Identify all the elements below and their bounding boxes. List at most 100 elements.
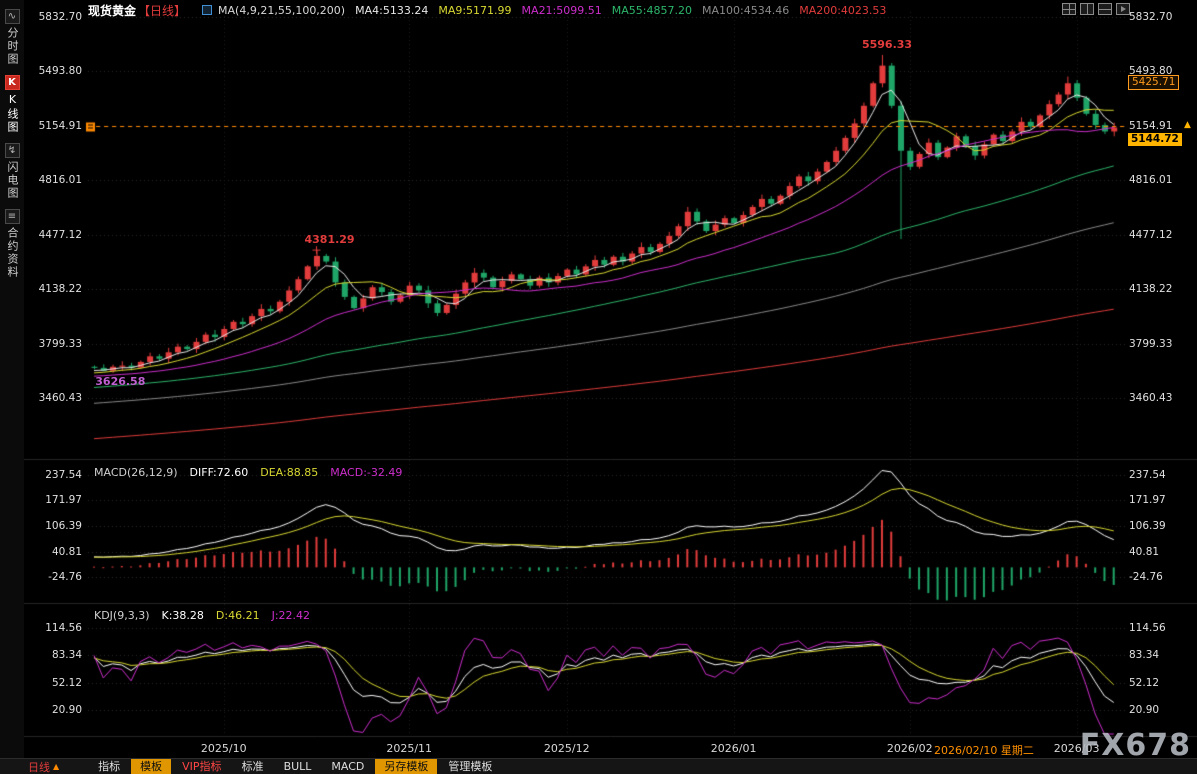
ma-legend-entry-0: MA4:5133.24 (355, 3, 429, 17)
price-axis-label-left: 3799.33 (38, 337, 82, 350)
price-axis-label-left: 4138.22 (38, 283, 82, 296)
annotation-oct-high: 4381.29 (304, 233, 355, 247)
kdj-header-part-1: K:38.28 (161, 609, 204, 622)
date-axis-label: 2026/02 (886, 742, 933, 755)
toolbar-tabs: 指标 模板 VIP指标 标准 BULL MACD 另存模板 管理模板 (89, 759, 501, 774)
tab-templates[interactable]: 模板 (131, 759, 172, 774)
layout-vsplit-icon[interactable] (1080, 3, 1094, 15)
date-axis-label: 2025/10 (200, 742, 247, 755)
kdj-axis-label-left: 20.90 (51, 704, 82, 716)
date-axis-label: 2026/02/10 星期二 (933, 744, 1034, 757)
macd-axis-label-right: 171.97 (1129, 494, 1166, 507)
collapse-panel-icon[interactable] (1116, 3, 1130, 15)
layout-grid-icon[interactable] (1062, 3, 1076, 15)
macd-header-part-3: MACD:-32.49 (330, 466, 403, 479)
period-selector-label: 日线 (28, 760, 50, 774)
price-axis-label-right: 4138.22 (1129, 283, 1173, 296)
sidebar-item-label: K线图 (6, 93, 19, 134)
macd-axis-label-right: -24.76 (1129, 571, 1163, 583)
window-controls (1062, 3, 1130, 15)
ma-legend-entry-4: MA100:4534.46 (701, 3, 790, 17)
ma-legend-entry-1: MA9:5171.99 (438, 3, 512, 17)
price-axis-label-right: 3460.43 (1129, 392, 1173, 404)
ma-legend-entry-2: MA21:5099.51 (521, 3, 602, 17)
kline-chart-icon: K (4, 75, 20, 90)
macd-header-part-1: DIFF:72.60 (189, 466, 249, 479)
price-axis-label-left: 3460.43 (38, 392, 82, 404)
sidebar-item-label: 闪电图 (6, 161, 19, 200)
bottom-toolbar: 日线 ▲ 指标 模板 VIP指标 标准 BULL MACD 另存模板 管理模板 (0, 758, 1197, 774)
kdj-axis-label-right: 83.34 (1129, 649, 1160, 662)
macd-axis-label-left: 106.39 (45, 520, 82, 532)
kdj-axis-label-left: 114.56 (45, 622, 82, 634)
tab-standard[interactable]: 标准 (241, 760, 264, 773)
price-direction-arrow: ▲ (1184, 119, 1191, 130)
price-axis-label-left: 5832.70 (38, 11, 82, 23)
price-axis-label-right: 3799.33 (1129, 337, 1173, 350)
sidebar-item-label: 合约资料 (6, 227, 19, 279)
date-axis-label: 2026/01 (710, 742, 757, 755)
sidebar-item-timeshare-chart[interactable]: ∿ 分时图 (0, 9, 24, 66)
ma-legend-entry-3: MA55:4857.20 (611, 3, 692, 17)
watermark: FX678 (1079, 728, 1191, 763)
tab-save-template[interactable]: 另存模板 (375, 759, 438, 774)
period-selector-arrow-icon: ▲ (53, 762, 60, 771)
kdj-header-part-0: KDJ(9,3,3) (94, 609, 150, 622)
macd-axis-label-right: 106.39 (1129, 520, 1166, 532)
contract-info-icon: ≡ (4, 209, 20, 224)
macd-axis-label-left: 171.97 (45, 494, 82, 507)
kdj-header-part-3: J:22.42 (271, 609, 311, 622)
sidebar-item-kline-chart[interactable]: K K线图 (0, 75, 24, 134)
macd-axis-label-right: 237.54 (1129, 469, 1166, 481)
tab-bull[interactable]: BULL (283, 760, 312, 773)
ma-legend: MA(4,9,21,55,100,200) MA4:5133.24 MA9:5171… (218, 4, 886, 17)
macd-header-part-2: DEA:88.85 (260, 466, 319, 479)
sidebar-item-contract-info[interactable]: ≡ 合约资料 (0, 209, 24, 279)
top-bar: 现货黄金 【日线】 MA(4,9,21,55,100,200) MA4:5133.… (24, 2, 1197, 18)
kdj-axis-label-left: 52.12 (51, 676, 82, 689)
ma-legend-entry-5: MA200:4023.53 (799, 3, 887, 17)
timeshare-chart-icon: ∿ (4, 9, 20, 24)
tab-manage-templates[interactable]: 管理模板 (448, 760, 493, 773)
price-axis-label-left: 4477.12 (38, 228, 82, 241)
layout-hsplit-icon[interactable] (1098, 3, 1112, 15)
macd-axis-label-left: -24.76 (48, 571, 82, 583)
ma-indicator-icon (202, 5, 213, 15)
annotation-peak-high: 5596.33 (861, 37, 913, 51)
macd-axis-label-left: 237.54 (45, 469, 82, 481)
date-axis-label: 2025/11 (386, 742, 433, 755)
price-axis-label-right: 4816.01 (1129, 174, 1173, 187)
lightning-chart-icon: ↯ (4, 143, 20, 158)
kdj-axis-label-right: 20.90 (1129, 704, 1160, 716)
price-axis-label-left: 4816.01 (38, 174, 82, 187)
kdj-axis-label-left: 83.34 (51, 649, 82, 662)
period-selector[interactable]: 日线 ▲ (28, 759, 59, 774)
macd-axis-label-left: 40.81 (51, 545, 82, 558)
kdj-header: KDJ(9,3,3) K:38.28 D:46.21 J:22.42 (94, 609, 310, 622)
date-axis-label: 2025/12 (543, 742, 590, 755)
tab-indicators[interactable]: 指标 (98, 760, 121, 773)
price-axis-label-right: 5493.80 (1129, 65, 1173, 78)
macd-header-part-0: MACD(26,12,9) (94, 466, 178, 479)
price-axis-label-left: 5493.80 (38, 65, 82, 78)
price-axis-label-right: 4477.12 (1129, 228, 1173, 241)
tab-macd[interactable]: MACD (331, 760, 365, 773)
kdj-axis-label-right: 114.56 (1129, 622, 1166, 634)
kdj-axis-label-right: 52.12 (1129, 676, 1160, 689)
kdj-header-part-2: D:46.21 (215, 609, 260, 622)
sidebar: ∿ 分时图 K K线图 ↯ 闪电图 ≡ 合约资料 (0, 0, 24, 774)
price-badge-current: 5144.72 (1128, 132, 1182, 146)
price-axis-label-left: 5154.91 (38, 119, 82, 132)
period-tag: 【日线】 (138, 3, 187, 18)
macd-header: MACD(26,12,9) DIFF:72.60 DEA:88.85 MACD:-32… (94, 466, 402, 479)
price-axis-label-right: 5832.70 (1129, 11, 1173, 23)
tab-vip-indicators[interactable]: VIP指标 (182, 760, 222, 773)
annotation-start-low: 3626.58 (95, 375, 146, 389)
ma-legend-prefix: MA(4,9,21,55,100,200) (218, 3, 346, 17)
sidebar-item-lightning-chart[interactable]: ↯ 闪电图 (0, 143, 24, 200)
sidebar-item-label: 分时图 (6, 27, 19, 66)
price-badge-upper: 5425.71 (1128, 75, 1180, 91)
instrument-title: 现货黄金 (88, 3, 137, 18)
